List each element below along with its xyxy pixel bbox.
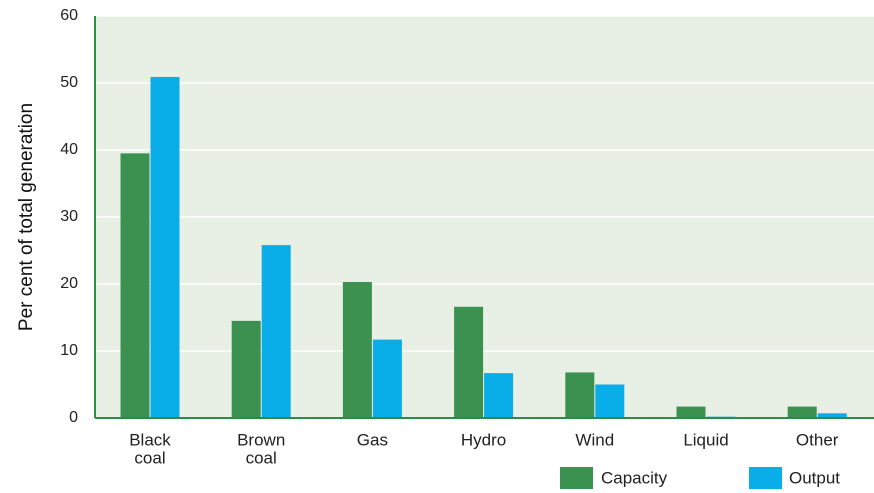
x-tick-label: coal [246,448,277,467]
bar-output [261,245,291,418]
x-tick-label: Gas [357,430,388,449]
y-tick-label: 0 [69,409,78,426]
bar-capacity [787,406,817,418]
y-tick-label: 30 [60,208,78,225]
legend-label-output: Output [789,468,840,487]
gridlines [95,15,874,352]
bar-capacity [454,306,484,418]
y-tick-label: 10 [60,342,78,359]
x-tick-label: Wind [575,430,614,449]
bar-capacity [565,372,595,418]
bar-output [372,339,402,418]
bar-output [150,76,180,418]
y-tick-labels: 0 10 20 30 40 50 60 [60,7,78,426]
x-tick-label: coal [134,448,165,467]
legend-swatch-output [749,467,782,489]
x-tick-label: Liquid [683,430,728,449]
bar-output [595,384,625,418]
legend: Capacity Output [560,467,840,489]
x-tick-label: Other [796,430,839,449]
y-tick-label: 20 [60,275,78,292]
y-tick-label: 50 [60,74,78,91]
y-tick-label: 40 [60,141,78,158]
y-axis-title: Per cent of total generation [16,103,37,331]
legend-swatch-capacity [560,467,593,489]
x-tick-label: Brown [237,430,285,449]
bar-capacity [676,406,706,418]
bar-capacity [231,320,261,418]
y-tick-label: 60 [60,7,78,24]
bar-capacity [120,153,150,418]
x-tick-label: Hydro [461,430,506,449]
bar-capacity [342,281,372,418]
bars [120,76,847,418]
bar-output [817,413,847,418]
x-tick-label: Black [129,430,171,449]
legend-label-capacity: Capacity [601,468,668,487]
bar-output [484,373,514,418]
